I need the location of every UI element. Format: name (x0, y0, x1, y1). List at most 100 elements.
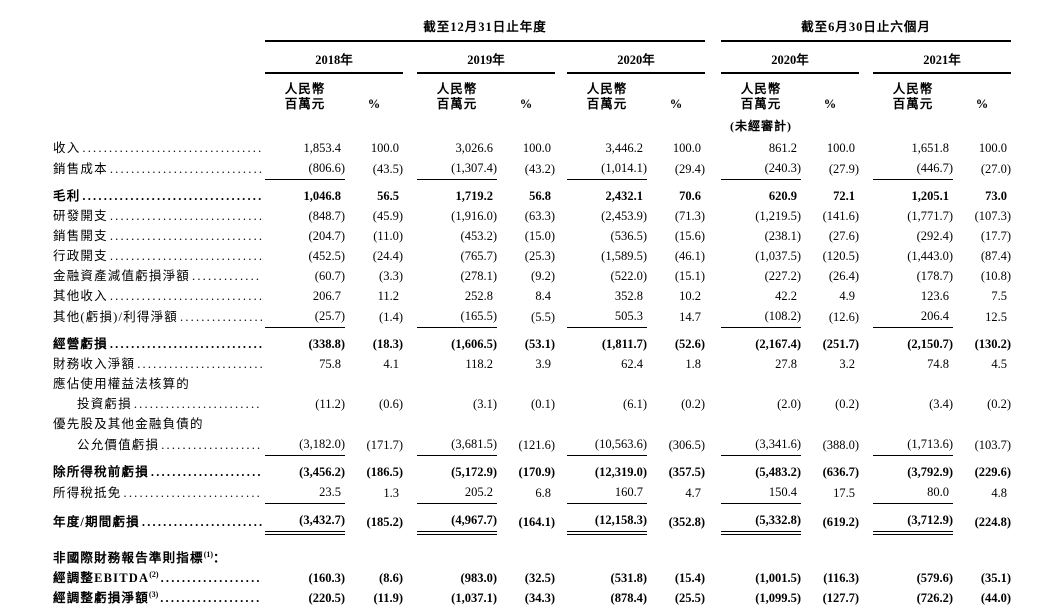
cell-amount: (806.6) (265, 159, 345, 180)
spacer-cell (403, 41, 417, 73)
spacer-cell (859, 504, 873, 534)
cell-percent: 70.6 (679, 189, 702, 203)
cell-amount: (1,307.4) (417, 159, 497, 180)
cell-percent: 100.0 (978, 141, 1008, 155)
cell-amount: (3,792.9) (907, 465, 954, 479)
cell-amount: 123.6 (920, 289, 950, 303)
cell-amount (265, 415, 345, 435)
cell-amount: 150.4 (721, 483, 802, 504)
cell-amount: (3,712.9) (873, 503, 954, 535)
dot-leader (110, 160, 262, 179)
spacer-cell (555, 435, 567, 456)
spacer-cell (403, 267, 417, 287)
cell-percent: 100.0 (672, 141, 702, 155)
spacer-cell (403, 589, 417, 609)
spacer-cell (705, 483, 721, 504)
currency-unit-header: 人民幣 百萬元 (436, 82, 478, 111)
spacer-cell (403, 504, 417, 534)
cell-percent: 100.0 (522, 141, 551, 155)
cell-percent: (29.4) (674, 161, 706, 176)
spacer-cell (53, 41, 265, 73)
cell-percent: (63.3) (524, 209, 555, 223)
cell-amount: 1,651.8 (911, 141, 950, 155)
row-label: 優先股及其他金融負債的 (53, 417, 204, 431)
cell-amount: 206.7 (312, 289, 341, 303)
row-label: 財務收入淨額 (53, 355, 265, 375)
percent-header: % (367, 97, 381, 111)
cell-percent: (15.0) (524, 229, 555, 243)
row-label: 銷售開支 (53, 227, 265, 247)
cell-amount: 206.4 (873, 307, 954, 328)
cell-amount: (1,037.5) (755, 249, 802, 263)
spacer-cell (403, 328, 417, 356)
row-label: 毛利 (53, 180, 265, 208)
cell-percent: 4.1 (383, 357, 399, 371)
cell-amount: (11.2) (315, 397, 345, 411)
spacer-cell (555, 267, 567, 287)
cell-amount: (452.5) (308, 249, 345, 263)
cell-amount: 861.2 (768, 141, 798, 155)
cell-amount: (3,681.5) (417, 435, 497, 456)
cell-percent: 8.4 (535, 289, 551, 303)
cell-amount (265, 533, 345, 569)
row-label: 其他(虧損)/利得淨額 (53, 307, 265, 328)
cell-amount: (453.2) (460, 229, 497, 243)
cell-amount (721, 533, 801, 569)
cell-amount: (1,589.5) (601, 249, 647, 263)
row-label: 其他收入 (53, 287, 265, 307)
cell-amount: (165.5) (417, 307, 497, 328)
cell-percent: (15.6) (674, 229, 706, 243)
cell-percent: 4.5 (991, 357, 1008, 371)
spacer-cell (859, 307, 873, 328)
note-row: (未經審計) (53, 112, 1011, 134)
cell-amount (567, 375, 647, 395)
row-label: 經營虧損 (53, 328, 265, 356)
cell-percent (647, 415, 705, 435)
cell-percent: 11.2 (377, 289, 399, 303)
cell-amount: 1,205.1 (911, 189, 950, 203)
cell-percent: (619.2) (822, 515, 860, 529)
spacer-cell (859, 180, 873, 208)
currency-unit-header: 人民幣 百萬元 (740, 82, 782, 111)
row-label: 年度/期間虧損 (53, 504, 265, 534)
spacer-cell (555, 456, 567, 484)
cell-amount: (292.4) (916, 229, 954, 243)
spacer-cell (705, 112, 721, 134)
cell-amount: (1,037.1) (451, 591, 497, 605)
cell-percent: 3.2 (839, 357, 856, 371)
cell-percent: (15.1) (674, 269, 706, 283)
cell-amount: (1,811.7) (601, 337, 647, 351)
cell-percent: 17.5 (833, 485, 856, 500)
spacer-cell (497, 112, 555, 134)
year-header-2021-interim: 2021年 (873, 41, 1012, 74)
cell-percent: 1.3 (383, 485, 399, 500)
dot-leader (151, 463, 262, 482)
cell-percent: (357.5) (668, 465, 706, 479)
dot-leader (110, 287, 262, 306)
cell-percent: (103.7) (974, 437, 1012, 452)
cell-percent: (224.8) (974, 515, 1012, 529)
cell-percent: (52.6) (674, 337, 706, 351)
cell-amount: 3,026.6 (455, 141, 494, 155)
cell-percent: (27.0) (980, 161, 1012, 176)
cell-amount (567, 415, 647, 435)
cell-amount: (10,563.6) (567, 435, 647, 456)
cell-amount: (12,158.3) (567, 503, 647, 535)
cell-percent (953, 415, 1011, 435)
cell-amount: (2.0) (777, 397, 802, 411)
cell-percent: (43.2) (524, 161, 555, 176)
spacer-cell (859, 267, 873, 287)
cell-amount: 118.2 (465, 357, 493, 371)
dot-leader (82, 139, 262, 158)
cell-percent: (0.6) (379, 397, 403, 411)
spacer-cell (265, 112, 345, 134)
spacer-cell (555, 483, 567, 504)
dot-leader (137, 355, 262, 374)
table-row: 應佔使用權益法核算的 (53, 375, 1011, 395)
spacer-cell (705, 355, 721, 375)
spacer-cell (859, 456, 873, 484)
cell-percent: 73.0 (985, 189, 1008, 203)
dot-leader (82, 187, 262, 206)
cell-amount: (240.3) (721, 159, 802, 180)
cell-percent (801, 375, 859, 395)
